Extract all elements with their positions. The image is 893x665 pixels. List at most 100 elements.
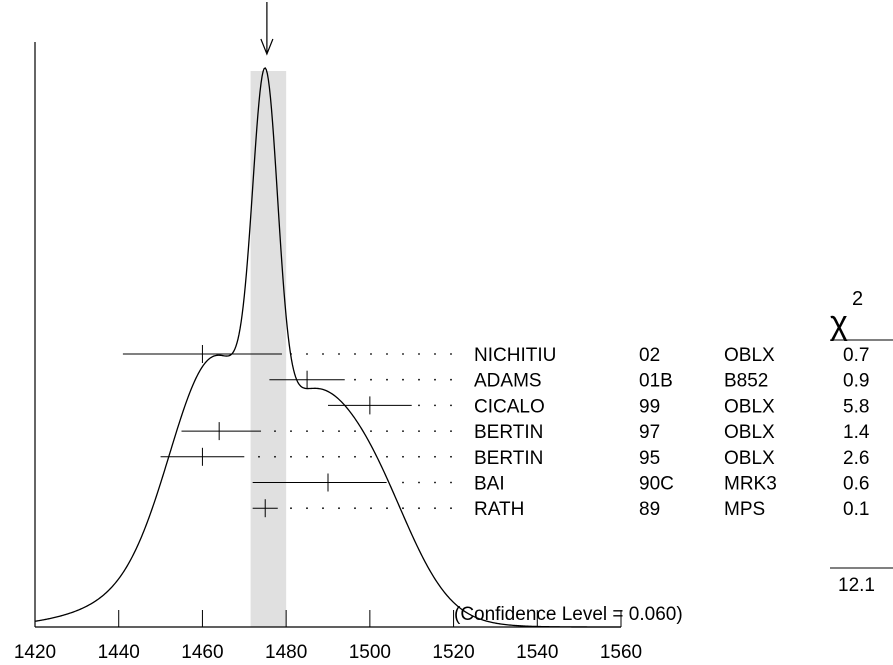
leader-dot: [450, 481, 452, 484]
x-tick-label: 1460: [181, 642, 223, 663]
average-arrow: [260, 2, 274, 56]
author-label: BERTIN: [474, 422, 543, 443]
author-label: CICALO: [474, 396, 545, 417]
chi2-value: 0.1: [843, 499, 869, 520]
measurement-row: BERTIN 95 OBLX 2.6: [160, 447, 869, 469]
leader-dot: [450, 378, 452, 381]
leader-dot: [370, 455, 372, 458]
author-label: BAI: [474, 474, 505, 495]
leader-dot: [434, 353, 436, 355]
arrow-head: [260, 38, 274, 56]
leader-dot: [322, 430, 324, 432]
chi2-exponent: 2: [852, 288, 863, 310]
leader-dot: [322, 455, 324, 458]
x-tick-label: 1540: [516, 642, 558, 663]
leader-dot: [370, 430, 372, 432]
leader-dot: [418, 455, 420, 458]
leader-dot: [402, 507, 404, 510]
technique-label: OBLX: [724, 448, 775, 469]
chi2-value: 0.7: [843, 345, 869, 366]
year-label: 99: [639, 396, 660, 417]
x-tick-label: 1420: [14, 642, 56, 663]
chi2-value: 0.9: [843, 371, 869, 392]
technique-label: OBLX: [724, 422, 775, 443]
chi2-value: 0.6: [843, 474, 869, 495]
leader-dot: [402, 353, 404, 355]
leader-dot: [354, 430, 356, 432]
leader-dot: [354, 378, 356, 381]
leader-dot: [354, 507, 356, 510]
x-tick-label: 1440: [98, 642, 140, 663]
chi2-value: 1.4: [843, 422, 870, 443]
leader-dot: [338, 353, 340, 355]
leader-dot: [402, 430, 404, 432]
ideogram-curve: [34, 67, 621, 628]
leader-dot: [434, 378, 436, 381]
author-label: BERTIN: [474, 448, 543, 469]
leader-dot: [434, 455, 436, 458]
x-ticks: 1420 1440 1460 1480 1500 1520 1540 1560: [14, 610, 642, 663]
measurement-row: BAI 90C MRK3 0.6: [252, 473, 869, 495]
leader-dot: [290, 455, 292, 458]
technique-label: MPS: [724, 499, 765, 520]
leader-dot: [434, 430, 436, 432]
leader-dot: [274, 430, 276, 432]
author-label: NICHITIU: [474, 345, 556, 366]
leader-dot: [450, 404, 452, 407]
leader-dot: [306, 455, 308, 458]
technique-label: MRK3: [724, 474, 777, 495]
leader-dot: [322, 353, 324, 355]
leader-dot: [370, 378, 372, 381]
year-label: 97: [639, 422, 660, 443]
x-tick-label: 1560: [600, 642, 642, 663]
leader-dot: [338, 430, 340, 432]
confidence-level: (Confidence Level = 0.060): [454, 604, 683, 625]
year-label: 90C: [639, 474, 674, 495]
technique-label: OBLX: [724, 345, 775, 366]
leader-dot: [306, 353, 308, 355]
leader-dot: [450, 507, 452, 510]
leader-dot: [386, 430, 388, 432]
leader-dot: [338, 455, 340, 458]
leader-dot: [386, 455, 388, 458]
leader-dot: [306, 430, 308, 432]
leader-dot: [306, 507, 308, 510]
author-label: RATH: [474, 499, 524, 520]
leader-dot: [322, 507, 324, 510]
year-label: 02: [639, 345, 660, 366]
leader-dot: [354, 455, 356, 458]
leader-dot: [402, 378, 404, 381]
x-tick-label: 1480: [265, 642, 307, 663]
leader-dot: [402, 455, 404, 458]
leader-dot: [370, 353, 372, 355]
chi2-header: χ: [830, 304, 848, 342]
chi2-total: 12.1: [838, 575, 875, 596]
measurement-row: CICALO 99 OBLX 5.8: [328, 396, 869, 417]
leader-dot: [450, 430, 452, 432]
technique-label: B852: [724, 371, 768, 392]
leader-dot: [418, 378, 420, 381]
leader-dot: [418, 481, 420, 484]
leader-dot: [354, 353, 356, 355]
leader-dot: [386, 507, 388, 510]
leader-dot: [386, 353, 388, 355]
leader-dot: [290, 507, 292, 510]
leader-dot: [418, 404, 420, 407]
measurement-row: ADAMS 01B B852 0.9: [269, 370, 869, 392]
chi2-value: 5.8: [843, 396, 869, 417]
leader-dot: [418, 507, 420, 510]
leader-dot: [386, 378, 388, 381]
leader-dot: [450, 353, 452, 355]
leader-dot: [370, 507, 372, 510]
leader-dot: [450, 455, 452, 458]
leader-dot: [290, 430, 292, 432]
leader-dot: [434, 481, 436, 484]
measurement-row: RATH 89 MPS 0.1: [252, 499, 869, 520]
technique-label: OBLX: [724, 396, 775, 417]
measurement-rows: NICHITIU 02 OBLX 0.7 ADAMS 01B B852 0.9 CICALO 99…: [122, 345, 870, 520]
leader-dot: [418, 430, 420, 432]
error-band: [250, 71, 287, 627]
leader-dot: [290, 353, 292, 355]
year-label: 01B: [639, 371, 673, 392]
